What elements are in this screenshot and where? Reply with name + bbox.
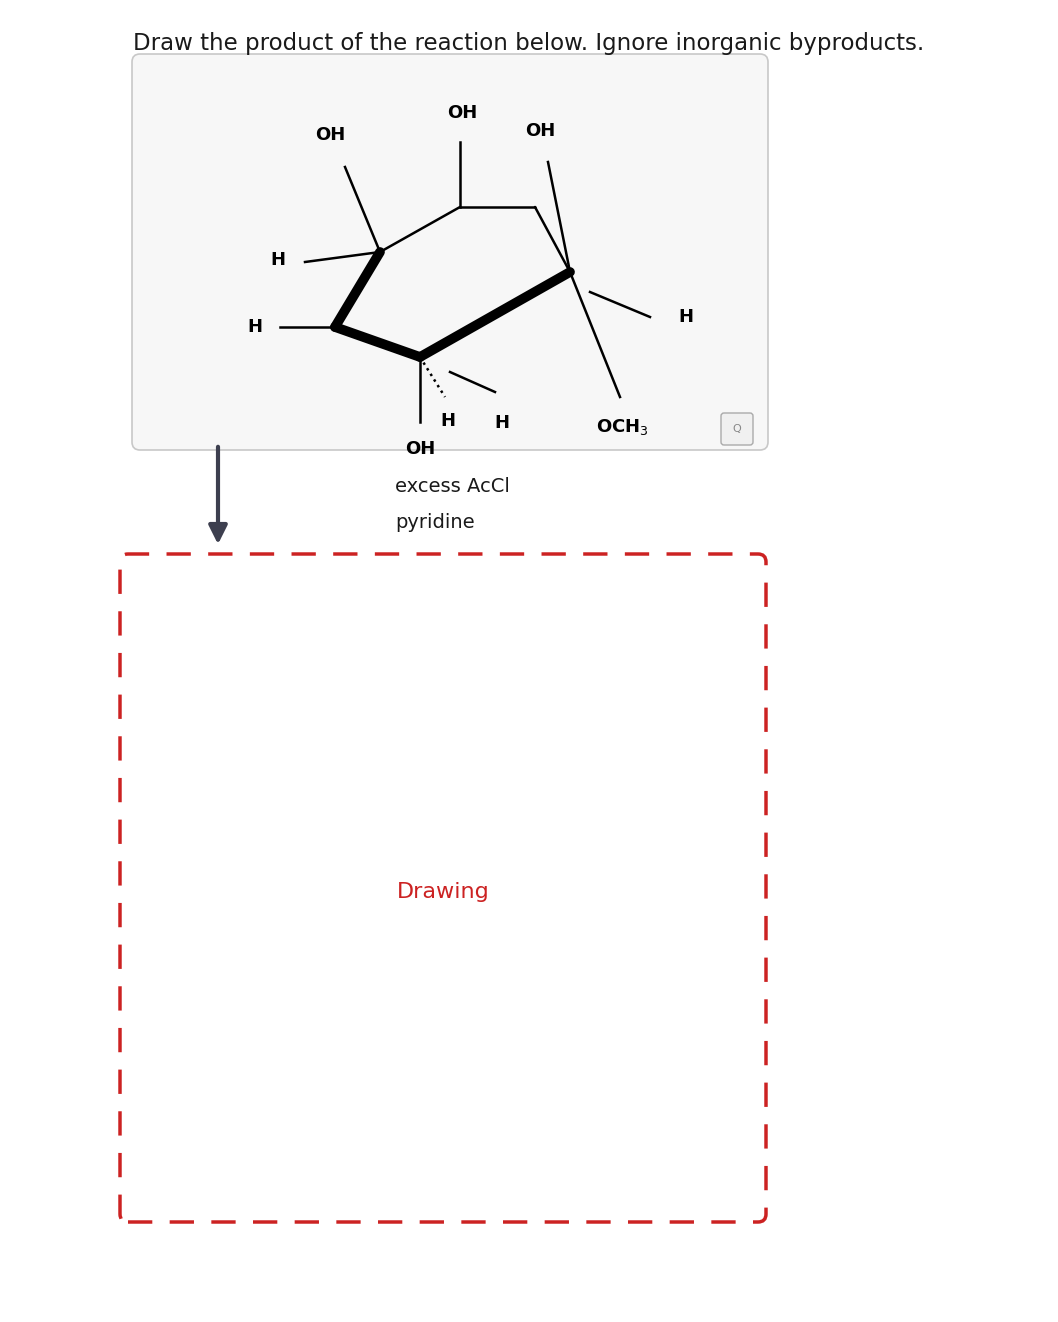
Text: OH: OH — [405, 440, 435, 457]
Text: OCH$_3$: OCH$_3$ — [596, 416, 649, 438]
Text: Drawing: Drawing — [397, 882, 490, 902]
Text: OH: OH — [446, 104, 477, 122]
Text: H: H — [247, 319, 262, 336]
Text: OH: OH — [525, 122, 555, 140]
Text: excess AcCl: excess AcCl — [395, 477, 510, 497]
Text: H: H — [440, 412, 456, 430]
Text: Q: Q — [732, 424, 742, 434]
FancyBboxPatch shape — [132, 54, 768, 449]
Text: pyridine: pyridine — [395, 513, 475, 531]
Text: OH: OH — [315, 126, 345, 144]
Text: H: H — [270, 251, 285, 268]
Text: H: H — [494, 414, 510, 432]
Text: Draw the product of the reaction below. Ignore inorganic byproducts.: Draw the product of the reaction below. … — [133, 32, 925, 56]
FancyBboxPatch shape — [120, 554, 766, 1222]
Text: H: H — [678, 308, 693, 327]
FancyBboxPatch shape — [720, 412, 753, 446]
